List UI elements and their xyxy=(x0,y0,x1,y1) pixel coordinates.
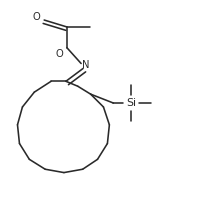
Text: O: O xyxy=(56,49,63,59)
Text: O: O xyxy=(33,12,41,22)
Text: N: N xyxy=(82,60,90,71)
Text: Si: Si xyxy=(126,98,136,108)
